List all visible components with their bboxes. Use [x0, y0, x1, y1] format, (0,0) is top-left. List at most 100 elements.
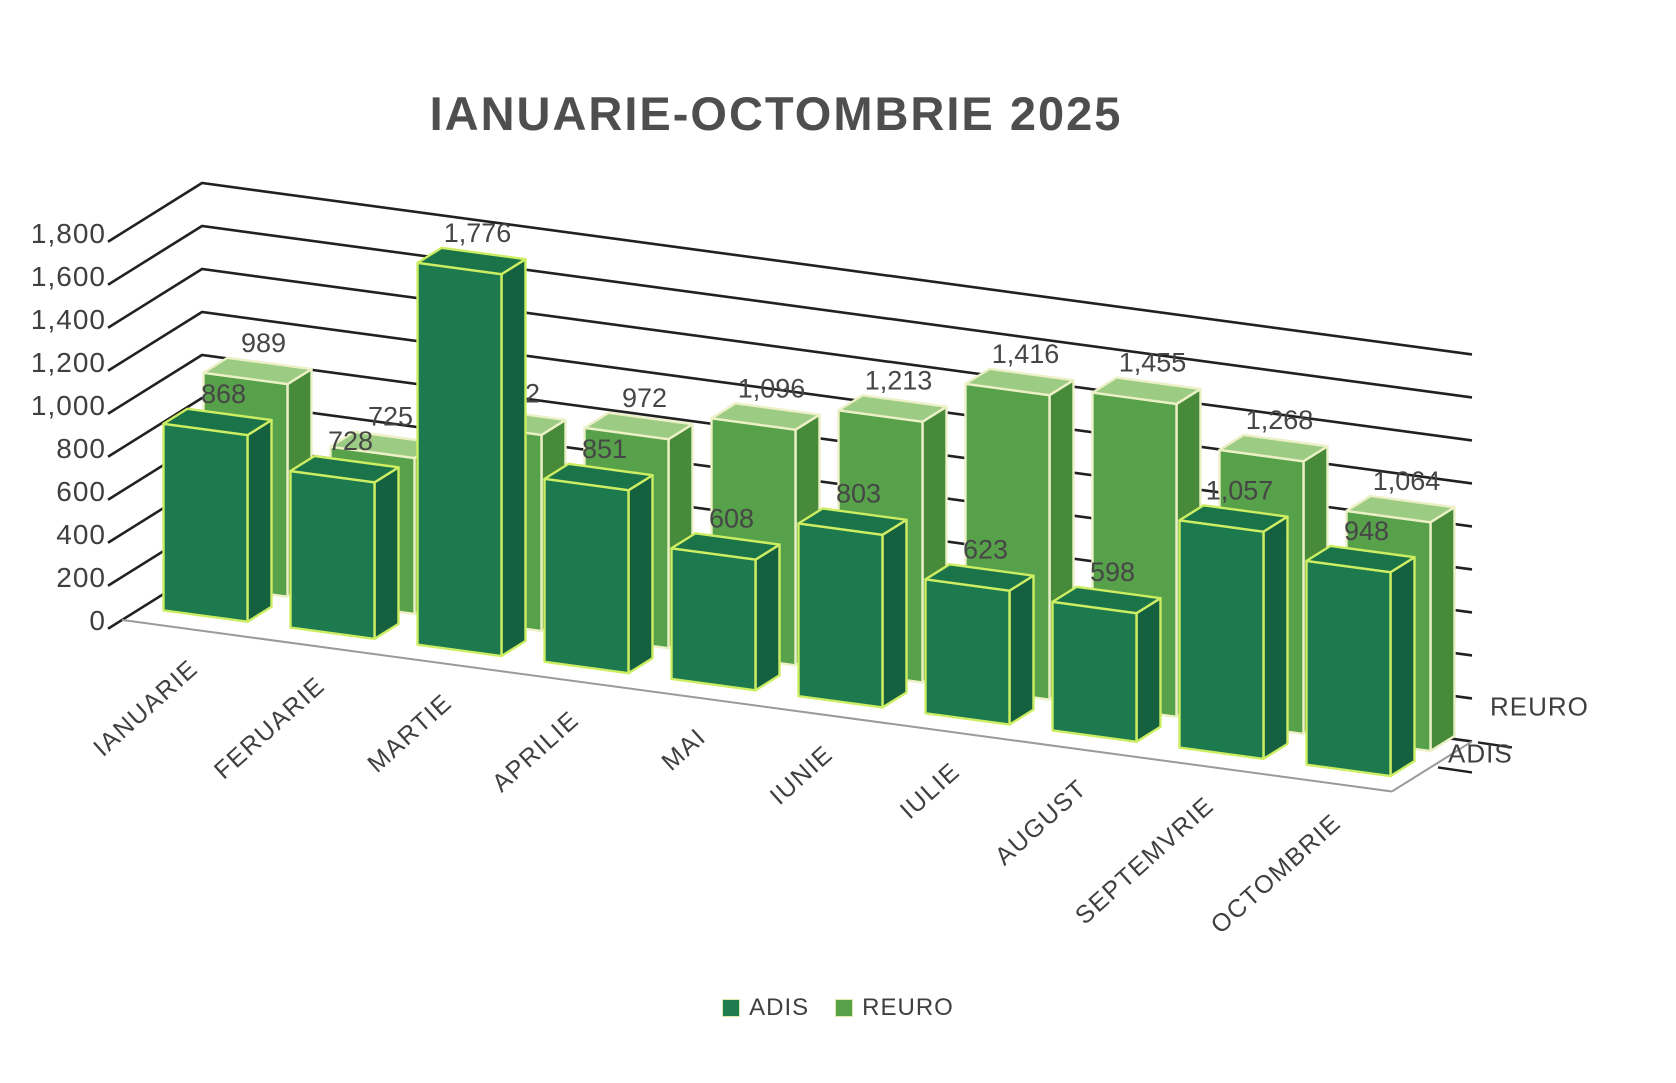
bar-top-face — [1051, 585, 1162, 615]
data-label-REURO: 1,064 — [1373, 466, 1441, 496]
bar-top-face — [202, 356, 313, 386]
bar-front-face — [543, 477, 630, 675]
bar-front-face — [1051, 600, 1138, 743]
bar-front-face — [1305, 559, 1392, 778]
bar-ADIS-FERUARIE — [289, 454, 400, 641]
bar-front-face — [289, 469, 376, 641]
data-label-REURO: 725 — [368, 402, 413, 432]
bar-top-face — [964, 367, 1075, 397]
category-label-FERUARIE: FERUARIE — [209, 671, 331, 784]
bar-front-face — [162, 422, 249, 623]
bar-side-face — [246, 418, 273, 623]
category-label-APRILIE: APRILIE — [487, 706, 585, 798]
bar-top-face — [837, 394, 948, 423]
category-label-IANUARIE: IANUARIE — [88, 654, 203, 762]
data-label-ADIS: 868 — [201, 379, 246, 409]
bar-top-face — [1345, 494, 1456, 524]
bar-top-face — [670, 532, 781, 561]
bar-top-face — [924, 563, 1035, 592]
legend-item-adis: ADIS — [722, 994, 809, 1022]
category-label-IUNIE: IUNIE — [765, 740, 839, 810]
category-label-IULIE: IULIE — [895, 757, 966, 825]
data-label-ADIS: 1,057 — [1206, 475, 1274, 505]
bar-ADIS-AUGUST — [1051, 585, 1162, 743]
bar-side-face — [1008, 574, 1035, 726]
gridline-1,800 — [107, 181, 1473, 356]
floor-right-edge — [1391, 740, 1473, 793]
data-label-ADIS: 1,776 — [444, 218, 512, 248]
data-label-ADIS: 598 — [1090, 557, 1135, 587]
bar-side-face — [1262, 515, 1289, 761]
bar-top-face — [416, 246, 527, 276]
depth-axis-tick — [1477, 741, 1513, 749]
bar-side-face — [1389, 556, 1416, 778]
bar-front-face — [924, 578, 1011, 726]
category-label-MAI: MAI — [656, 723, 711, 777]
bar-front-face — [797, 522, 884, 709]
value-axis-label-1,800: 1,800 — [31, 218, 106, 249]
data-label-ADIS: 851 — [582, 434, 627, 464]
bar-ADIS-OCTOMBRIE — [1305, 544, 1416, 778]
bar-top-face — [162, 407, 273, 437]
value-axis-label-0: 0 — [89, 605, 106, 636]
category-label-AUGUST: AUGUST — [990, 774, 1093, 871]
depth-label-reuro: REURO — [1490, 691, 1589, 721]
value-axis-label-400: 400 — [56, 519, 106, 550]
bar-top-face — [1091, 376, 1202, 406]
gridline-1,600 — [107, 224, 1473, 399]
data-label-ADIS: 948 — [1344, 516, 1389, 546]
value-axis-label-600: 600 — [56, 476, 106, 507]
value-axis-label-1,400: 1,400 — [31, 304, 106, 335]
category-label-MARTIE: MARTIE — [362, 689, 457, 779]
bar-side-face — [627, 474, 654, 675]
bar-side-face — [1135, 596, 1162, 743]
bar-top-face — [710, 402, 821, 431]
value-axis-label-1,000: 1,000 — [31, 390, 106, 421]
category-label-SEPTEMVRIE: SEPTEMVRIE — [1070, 791, 1220, 930]
bar-top-face — [1218, 433, 1329, 463]
depth-axis-tick — [1437, 766, 1473, 774]
legend: ADIS REURO — [0, 994, 1676, 1022]
legend-label-reuro: REURO — [862, 994, 954, 1021]
data-label-REURO: 1,213 — [865, 365, 933, 395]
data-label-REURO: 1,455 — [1119, 348, 1187, 378]
bar-front-face — [416, 261, 503, 658]
bar-side-face — [881, 518, 908, 709]
bar-ADIS-IULIE — [924, 563, 1035, 726]
category-label-OCTOMBRIE: OCTOMBRIE — [1206, 809, 1347, 940]
data-label-REURO: 972 — [622, 383, 667, 413]
legend-swatch-reuro — [835, 999, 854, 1017]
bar-top-face — [1178, 504, 1289, 533]
data-label-ADIS: 728 — [328, 426, 373, 456]
bar-top-face — [797, 507, 908, 537]
value-axis-label-200: 200 — [56, 562, 106, 593]
bar-ADIS-MARTIE — [416, 246, 527, 658]
bar-front-face — [1178, 519, 1265, 761]
legend-swatch-adis — [722, 999, 741, 1017]
data-label-REURO: 989 — [241, 328, 286, 358]
data-label-REURO: 1,268 — [1246, 405, 1314, 435]
data-label-REURO: 1,416 — [992, 339, 1060, 369]
legend-item-reuro: REURO — [835, 994, 954, 1022]
chart-title: IANUARIE-OCTOMBRIE 2025 — [429, 87, 1123, 140]
bar-side-face — [1429, 506, 1456, 753]
bar-side-face — [754, 543, 781, 692]
value-axis-label-1,200: 1,200 — [31, 347, 106, 378]
bar-ADIS-IUNIE — [797, 507, 908, 709]
bar-ADIS-IANUARIE — [162, 407, 273, 623]
bar-top-face — [543, 462, 654, 492]
bar-side-face — [500, 257, 527, 658]
data-label-REURO: 1,096 — [738, 373, 806, 403]
data-label-ADIS: 608 — [709, 503, 754, 533]
data-label-ADIS: 623 — [963, 534, 1008, 564]
bar-ADIS-APRILIE — [543, 462, 654, 675]
legend-label-adis: ADIS — [749, 994, 810, 1021]
bar-front-face — [670, 547, 757, 692]
bar-ADIS-MAI — [670, 532, 781, 692]
value-axis-label-1,600: 1,600 — [31, 261, 106, 292]
bar-top-face — [289, 454, 400, 484]
floor-front-edge — [121, 619, 1393, 793]
bar-side-face — [373, 466, 400, 641]
